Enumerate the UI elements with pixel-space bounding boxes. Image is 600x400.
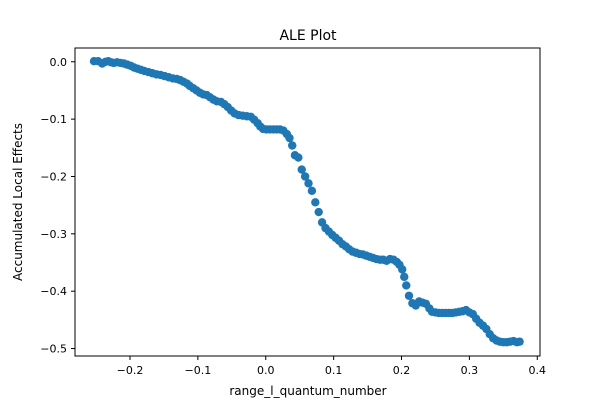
y-tick-label: 0.0: [50, 56, 68, 69]
chart-title: ALE Plot: [279, 28, 337, 44]
y-tick-label: −0.5: [40, 343, 67, 356]
data-point: [311, 198, 320, 207]
x-axis: −0.2 −0.1 0.0 0.1 0.2 0.3 0.4: [117, 356, 546, 377]
y-tick-label: −0.2: [40, 170, 67, 183]
data-point: [402, 281, 411, 290]
x-tick-label: 0.0: [257, 364, 275, 377]
x-tick-label: 0.1: [325, 364, 343, 377]
x-tick-label: 0.4: [529, 364, 547, 377]
y-axis-label: Accumulated Local Effects: [11, 123, 25, 281]
y-axis: 0.0 −0.1 −0.2 −0.3 −0.4 −0.5: [40, 56, 75, 356]
x-tick-label: 0.2: [393, 364, 411, 377]
data-point: [300, 172, 310, 181]
data-point: [307, 186, 317, 196]
data-point: [314, 207, 323, 217]
x-tick-label: −0.1: [185, 364, 212, 377]
data-point: [288, 141, 297, 150]
y-tick-label: −0.3: [40, 228, 67, 241]
data-point: [400, 272, 409, 282]
x-axis-label: range_l_quantum_number: [229, 384, 386, 398]
x-tick-label: −0.2: [117, 364, 144, 377]
x-tick-label: 0.3: [461, 364, 479, 377]
data-point: [294, 153, 303, 162]
data-point: [285, 133, 294, 143]
y-tick-label: −0.4: [40, 285, 67, 298]
data-point: [297, 165, 306, 174]
data-point: [515, 337, 524, 346]
data-point: [304, 179, 313, 188]
data-point: [404, 291, 414, 300]
y-tick-label: −0.1: [40, 113, 67, 126]
data-point: [398, 265, 407, 274]
plot-frame: [74, 47, 541, 357]
points-layer: [89, 56, 524, 347]
